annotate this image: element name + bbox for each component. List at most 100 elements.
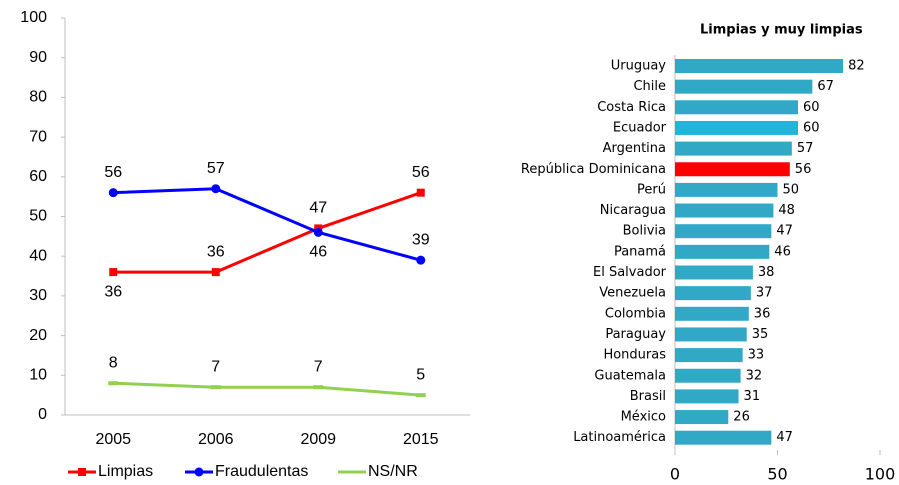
category-label: Honduras [603,348,666,363]
legend-label: Fraudulentas [215,463,308,480]
data-label: 36 [207,243,225,260]
marker [211,184,220,193]
marker [109,268,117,276]
data-label: 56 [104,164,122,181]
bar [675,389,739,403]
data-label: 50 [783,182,800,197]
marker [416,393,426,397]
bar [675,162,790,176]
data-label: 7 [314,358,323,375]
y-tick-label: 80 [29,89,47,106]
category-label: Costa Rica [597,100,666,115]
bar [675,348,743,362]
data-label: 56 [412,164,430,181]
category-label: Argentina [603,141,666,156]
category-label: Panamá [614,244,666,259]
legend-label: NS/NR [368,463,418,480]
y-tick-label: 30 [29,287,47,304]
category-label: Ecuador [613,120,667,135]
bar [675,286,751,300]
category-label: El Salvador [593,265,667,280]
y-tick-label: 40 [29,247,47,264]
data-label: 33 [748,348,765,363]
data-label: 48 [778,203,795,218]
category-label: Perú [637,182,666,197]
category-label: México [621,410,666,425]
x-tick-label: 0 [670,465,680,484]
y-tick-label: 50 [29,208,47,225]
data-label: 39 [412,231,430,248]
category-label: Chile [633,79,666,94]
x-tick-label: 2006 [198,431,234,448]
data-label: 32 [746,368,763,383]
data-label: 38 [758,265,775,280]
y-tick-label: 20 [29,327,47,344]
data-label: 47 [776,224,793,239]
bar [675,431,771,445]
marker [109,188,118,197]
legend-marker [78,468,86,476]
data-label: 35 [752,327,769,342]
bar [675,183,778,197]
y-tick-label: 60 [29,168,47,185]
data-label: 82 [848,59,865,74]
marker [313,385,323,389]
category-label: Guatemala [594,368,666,383]
data-label: 31 [744,389,761,404]
legend-marker [195,468,204,477]
bar [675,142,792,156]
bar [675,224,771,238]
bar [675,410,728,424]
data-label: 67 [817,79,834,94]
y-tick-label: 100 [20,9,47,26]
data-label: 46 [309,244,327,261]
data-label: 60 [803,120,820,135]
bar [675,100,798,114]
data-label: 36 [104,283,122,300]
x-tick-label: 2009 [300,431,336,448]
bar [675,307,749,321]
data-label: 8 [109,354,118,371]
bar [675,59,843,73]
category-label: Brasil [630,389,666,404]
x-tick-label: 2005 [95,431,131,448]
bar [675,204,773,218]
category-label: Latinoamérica [573,430,666,445]
marker [212,268,220,276]
data-label: 47 [309,200,327,217]
bar [675,369,741,383]
bar [675,245,769,259]
marker [416,256,425,265]
category-label: Venezuela [599,286,666,301]
chart-title: Limpias y muy limpias [700,23,863,38]
x-tick-label: 100 [865,465,896,484]
marker [211,385,221,389]
category-label: Colombia [605,306,666,321]
data-label: 57 [797,141,814,156]
category-label: Uruguay [611,59,667,74]
category-label: Bolivia [623,224,666,239]
bar [675,121,798,135]
data-label: 7 [211,358,220,375]
legend-label: Limpias [98,463,153,480]
y-tick-label: 0 [38,406,47,423]
x-tick-label: 50 [767,465,787,484]
bar [675,327,747,341]
category-label: República Dominicana [521,162,666,177]
data-label: 36 [754,306,771,321]
y-tick-label: 90 [29,49,47,66]
marker [314,228,323,237]
data-label: 60 [803,100,820,115]
data-label: 37 [756,286,773,301]
y-tick-label: 70 [29,128,47,145]
data-label: 47 [776,430,793,445]
page: Limpias y muy limpias 050100Uruguay82Chi… [0,0,899,485]
category-label: Nicaragua [600,203,666,218]
data-label: 46 [774,244,791,259]
data-label: 26 [733,410,750,425]
marker [417,189,425,197]
bar [675,80,812,94]
bar [675,266,753,280]
data-label: 5 [416,366,425,383]
y-tick-label: 10 [29,367,47,384]
